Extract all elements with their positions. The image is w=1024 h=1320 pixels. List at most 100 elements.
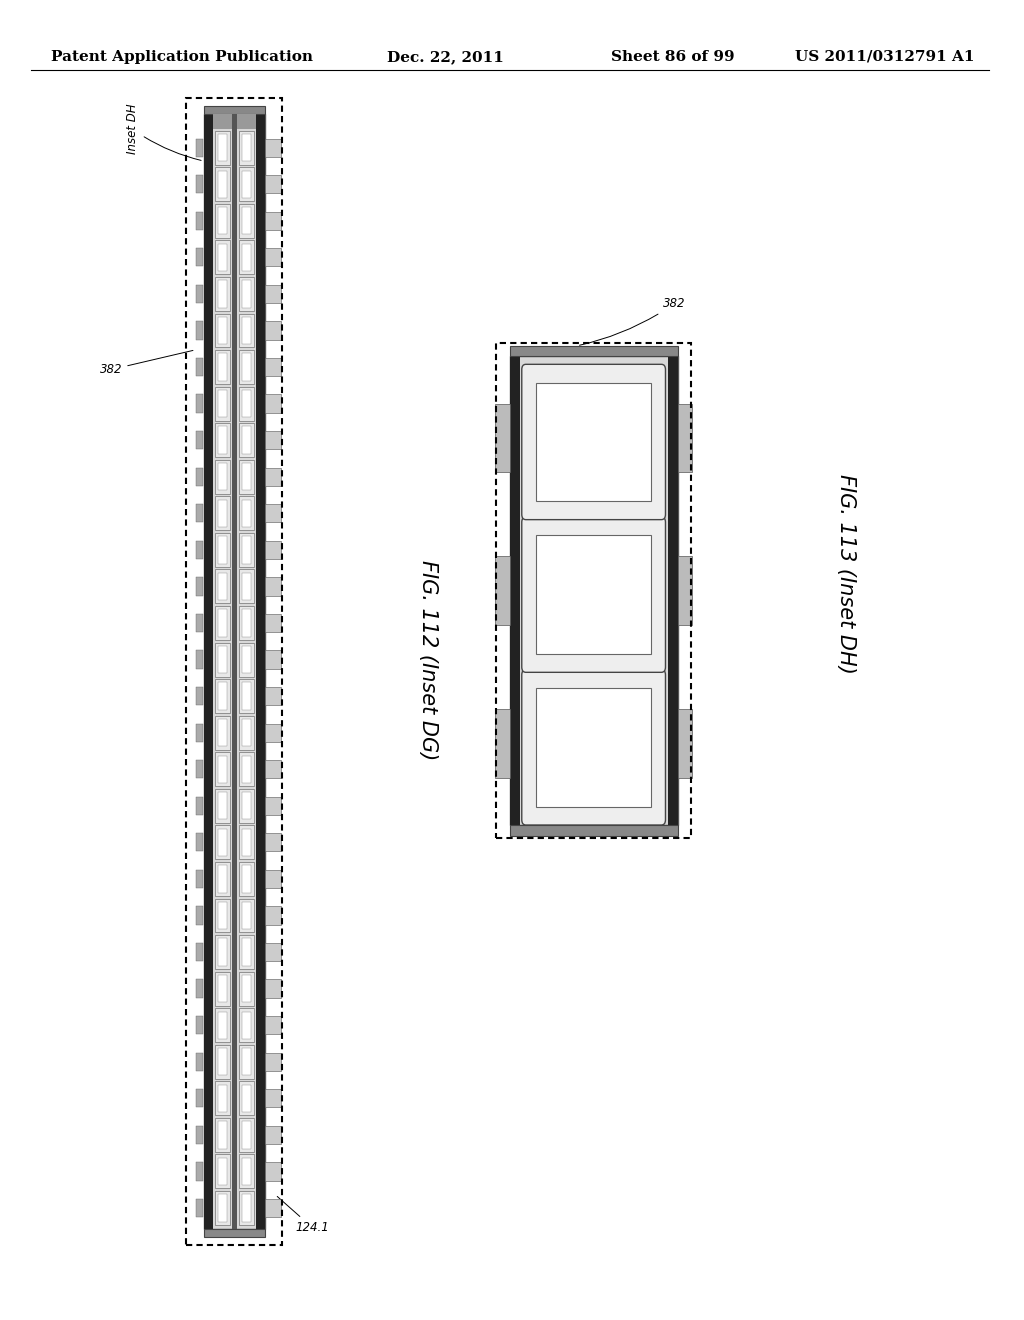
- Bar: [196, 504, 203, 523]
- Bar: [265, 723, 282, 742]
- Bar: [217, 170, 227, 198]
- Bar: [536, 688, 651, 807]
- Bar: [215, 678, 229, 713]
- Bar: [196, 1126, 203, 1144]
- Bar: [239, 240, 254, 275]
- Bar: [196, 248, 203, 267]
- Bar: [265, 248, 282, 267]
- Text: 382: 382: [99, 350, 193, 376]
- Bar: [265, 139, 282, 157]
- Bar: [217, 1048, 227, 1076]
- Bar: [239, 678, 254, 713]
- Bar: [242, 1195, 251, 1222]
- Bar: [217, 719, 227, 746]
- Bar: [239, 459, 254, 494]
- Bar: [239, 1118, 254, 1152]
- Bar: [239, 1045, 254, 1078]
- Bar: [265, 1089, 282, 1107]
- Bar: [215, 789, 229, 822]
- Bar: [196, 907, 203, 924]
- Bar: [242, 244, 251, 271]
- Bar: [265, 541, 282, 558]
- Bar: [217, 500, 227, 527]
- FancyBboxPatch shape: [522, 364, 666, 520]
- Text: FIG. 112 (Inset DG): FIG. 112 (Inset DG): [418, 560, 438, 760]
- Bar: [217, 866, 227, 892]
- Bar: [196, 797, 203, 814]
- Bar: [239, 277, 254, 310]
- Bar: [678, 556, 692, 626]
- Bar: [497, 343, 691, 838]
- Bar: [239, 1081, 254, 1115]
- Bar: [242, 536, 251, 564]
- Bar: [239, 825, 254, 859]
- Bar: [242, 902, 251, 929]
- Bar: [215, 387, 229, 421]
- Bar: [239, 424, 254, 457]
- Bar: [217, 536, 227, 564]
- Bar: [196, 760, 203, 779]
- Bar: [196, 1163, 203, 1180]
- Bar: [196, 833, 203, 851]
- Bar: [510, 356, 520, 825]
- FancyBboxPatch shape: [522, 517, 666, 672]
- Bar: [217, 1121, 227, 1148]
- Text: Sheet 86 of 99: Sheet 86 of 99: [611, 50, 735, 63]
- Bar: [265, 211, 282, 230]
- Bar: [186, 98, 283, 1245]
- Bar: [239, 168, 254, 201]
- Bar: [217, 755, 227, 783]
- Bar: [196, 942, 203, 961]
- Bar: [242, 682, 251, 710]
- Bar: [217, 317, 227, 345]
- Bar: [215, 314, 229, 347]
- Bar: [265, 942, 282, 961]
- Bar: [215, 1045, 229, 1078]
- Bar: [196, 395, 203, 413]
- Bar: [196, 211, 203, 230]
- Bar: [265, 651, 282, 669]
- Bar: [196, 723, 203, 742]
- Text: Inset DH: Inset DH: [126, 104, 201, 161]
- Bar: [239, 1008, 254, 1043]
- Bar: [239, 899, 254, 932]
- Bar: [196, 467, 203, 486]
- Bar: [242, 719, 251, 746]
- Bar: [215, 240, 229, 275]
- Bar: [242, 170, 251, 198]
- Bar: [242, 135, 251, 161]
- Bar: [265, 760, 282, 779]
- Bar: [242, 354, 251, 380]
- Bar: [265, 504, 282, 523]
- Bar: [678, 404, 692, 473]
- Bar: [242, 1085, 251, 1111]
- Bar: [215, 424, 229, 457]
- Bar: [217, 207, 227, 235]
- Bar: [496, 709, 510, 777]
- Bar: [215, 277, 229, 310]
- Bar: [204, 106, 265, 114]
- Bar: [215, 459, 229, 494]
- FancyBboxPatch shape: [522, 669, 666, 825]
- Bar: [196, 979, 203, 998]
- Bar: [265, 1199, 282, 1217]
- Bar: [215, 935, 229, 969]
- Bar: [217, 1195, 227, 1222]
- Bar: [239, 533, 254, 566]
- Bar: [536, 536, 651, 653]
- Bar: [215, 972, 229, 1006]
- Bar: [215, 752, 229, 787]
- Bar: [265, 176, 282, 193]
- Bar: [239, 569, 254, 603]
- Bar: [496, 556, 510, 626]
- Bar: [196, 321, 203, 339]
- Bar: [242, 939, 251, 966]
- Bar: [510, 346, 678, 356]
- Text: Dec. 22, 2011: Dec. 22, 2011: [387, 50, 504, 63]
- Bar: [242, 389, 251, 417]
- Bar: [239, 789, 254, 822]
- Bar: [239, 1155, 254, 1188]
- Bar: [510, 356, 678, 825]
- Bar: [242, 866, 251, 892]
- Bar: [196, 541, 203, 558]
